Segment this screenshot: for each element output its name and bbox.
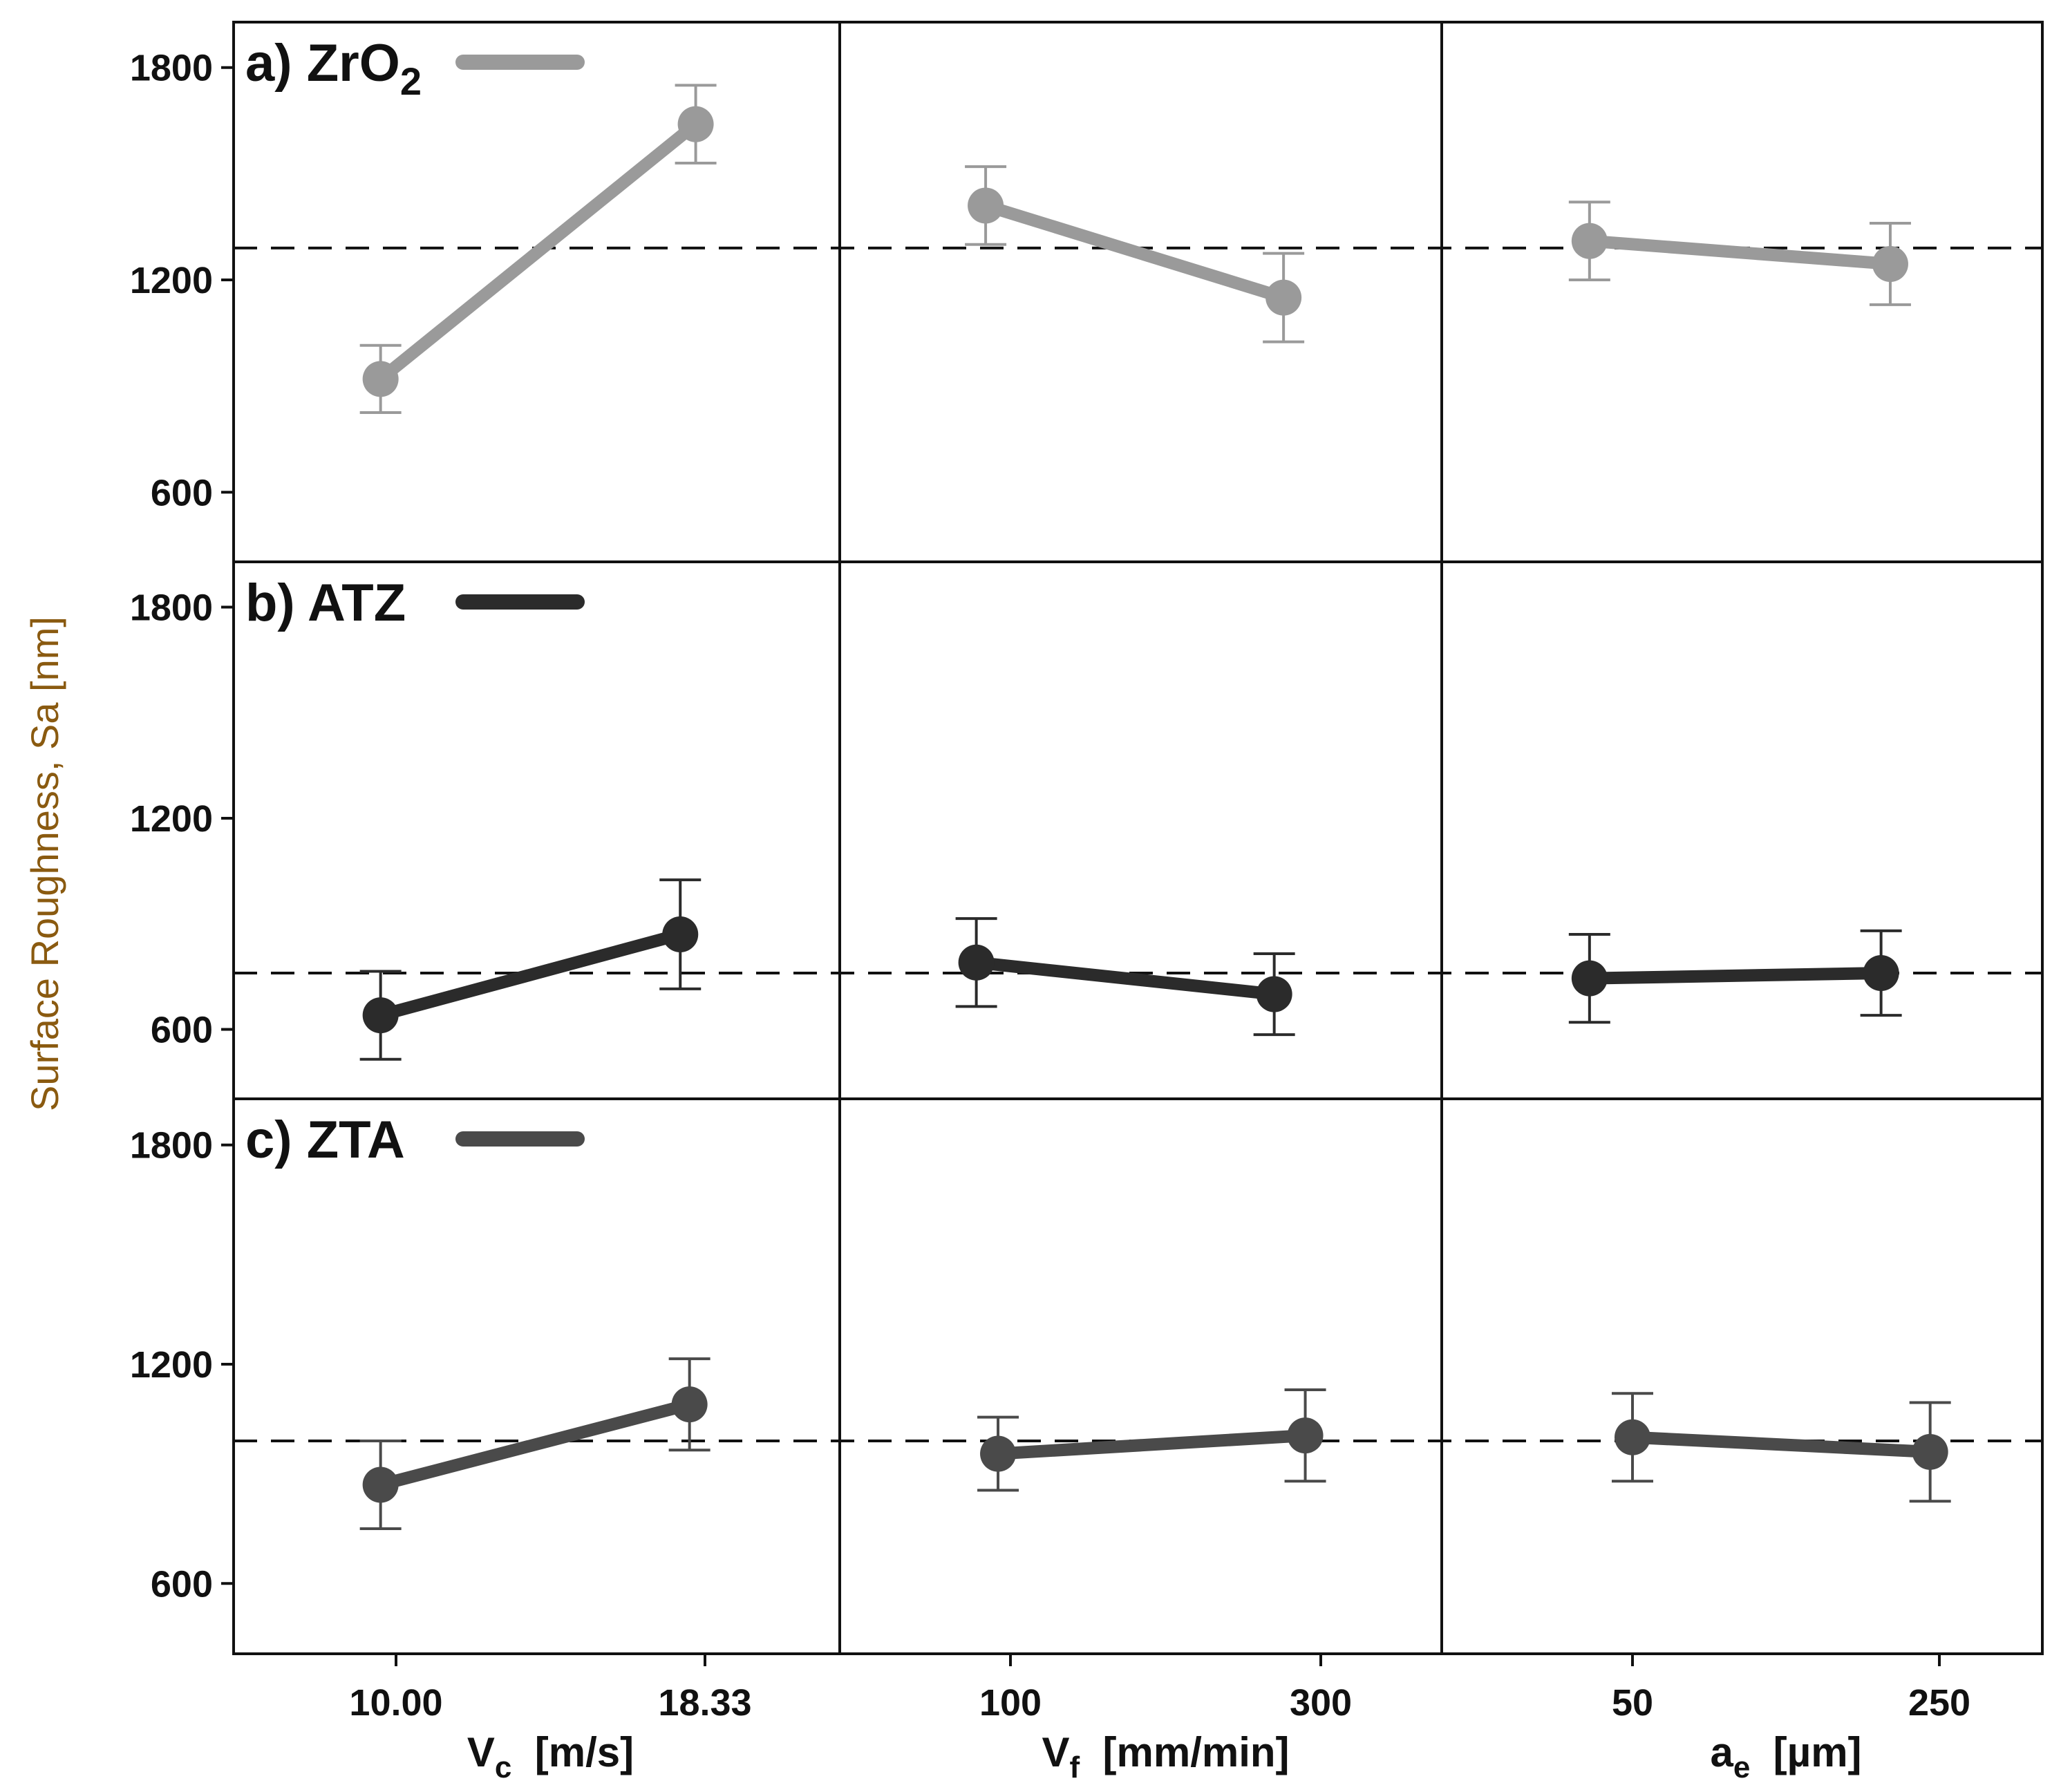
effect-line-zro2	[374, 117, 702, 386]
y-tick-label: 1800	[130, 1125, 213, 1167]
data-point-zta	[671, 1386, 708, 1423]
data-point-atz	[1571, 960, 1608, 997]
effect-line-zta	[374, 1398, 696, 1491]
data-point-atz	[958, 944, 995, 981]
data-point-atz	[662, 916, 699, 952]
x-tick-label: 100	[979, 1682, 1042, 1724]
x-tick-label: 18.33	[658, 1682, 751, 1724]
data-point-zro2	[677, 106, 714, 142]
data-point-zta	[1912, 1433, 1948, 1470]
y-tick-label: 600	[151, 1009, 213, 1050]
data-point-atz	[1863, 955, 1899, 991]
effect-line-atz	[1583, 967, 1888, 985]
x-axis-title-Vf: Vf [mm/min]	[1042, 1729, 1289, 1784]
x-tick-label: 50	[1612, 1682, 1653, 1724]
y-tick-label: 600	[151, 472, 213, 513]
effect-line-zro2	[979, 199, 1290, 304]
data-point-atz	[1256, 976, 1292, 1012]
effect-line-zta	[992, 1429, 1312, 1460]
data-point-zta	[1615, 1419, 1650, 1455]
effect-line-zta	[1626, 1431, 1937, 1458]
data-point-zta	[980, 1435, 1017, 1472]
y-tick-label: 1800	[130, 48, 213, 89]
data-point-zta	[1287, 1417, 1324, 1454]
plot-frame	[232, 21, 2044, 1655]
data-point-zro2	[1872, 245, 1908, 282]
x-tick-label: 300	[1290, 1682, 1352, 1724]
data-point-zta	[362, 1466, 399, 1503]
panel-label-zta: c) ZTA	[245, 1111, 405, 1169]
x-tick-label: 10.00	[349, 1682, 442, 1724]
panel-label-zro2: a) ZrO2	[245, 34, 422, 103]
y-tick-label: 1200	[130, 1344, 213, 1386]
data-point-zro2	[1265, 279, 1302, 316]
y-tick-label: 1200	[130, 798, 213, 840]
effect-line-zro2	[1583, 234, 1897, 270]
effect-line-atz	[374, 928, 687, 1022]
data-point-atz	[362, 997, 399, 1034]
panel-label-atz: b) ATZ	[245, 574, 406, 632]
data-point-zro2	[362, 361, 399, 397]
y-tick-label: 1200	[130, 260, 213, 301]
y-tick-label: 600	[151, 1563, 213, 1605]
y-axis-title: Surface Roughness, Sa [nm]	[23, 616, 66, 1111]
x-axis-title-Vc: Vc [m/s]	[467, 1729, 634, 1784]
effect-line-atz	[970, 956, 1281, 1001]
x-tick-label: 250	[1908, 1682, 1970, 1724]
data-point-zro2	[1571, 223, 1608, 259]
x-axis-title-ae: ae [µm]	[1710, 1729, 1861, 1784]
data-point-zro2	[968, 187, 1004, 224]
y-tick-label: 1800	[130, 587, 213, 629]
